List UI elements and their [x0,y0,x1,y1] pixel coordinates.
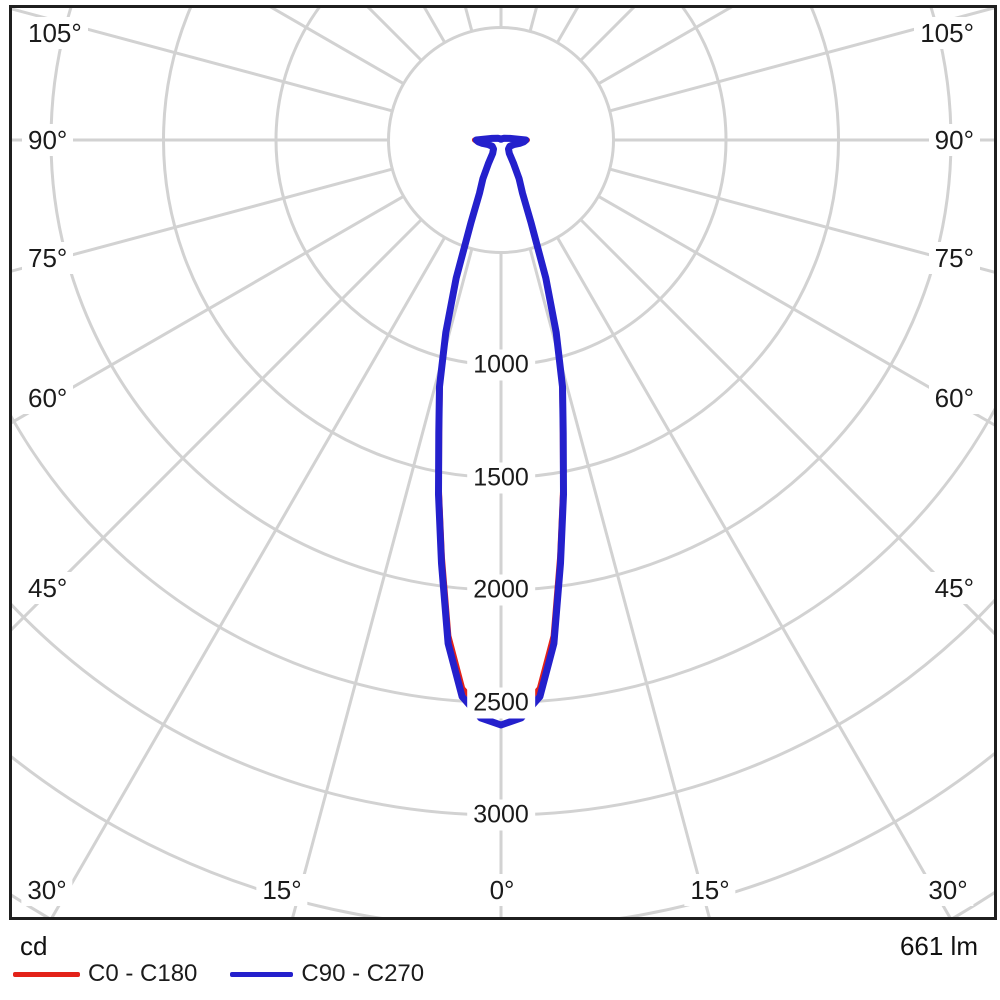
luminous-flux-label: 661 lm [899,931,978,961]
angle-label-right-105°: 105° [914,17,980,49]
grid-spoke-285deg [12,167,393,273]
angle-label-right-45°: 45° [928,572,980,604]
angle-label-bottom-1-15°: 15° [256,874,308,906]
legend-line-blue [230,971,294,977]
angle-label-bottom-2-0°: 0° [483,874,521,906]
angle-label-right-90°: 90° [928,124,980,156]
grid-spoke-105deg [609,8,994,113]
grid-spoke-75deg [609,167,994,274]
legend-item-c0-c180: C0 - C180 [13,962,197,986]
ring-label-2000: 2000 [467,574,535,606]
legend: C0 - C180 C90 - C270 [13,962,424,986]
ring-label-1000: 1000 [467,349,535,381]
legend-label-c90-c270: C90 - C270 [301,960,425,987]
curve-c90-c270 [435,134,567,729]
legend-item-c90-c270: C90 - C270 [230,962,424,986]
polar-grid-and-curves [12,8,994,917]
grid-spoke-30deg [556,236,952,917]
grid-spoke-315deg [12,218,423,632]
grid-spoke-60deg [597,195,994,427]
angle-label-left-75°: 75° [22,242,74,274]
angle-label-left-90°: 90° [22,124,74,156]
angle-label-right-75°: 75° [928,242,980,274]
grid-spoke-330deg [50,236,446,917]
angle-label-bottom-4-30°: 30° [922,874,974,906]
unit-label: cd [20,931,48,961]
angle-label-left-45°: 45° [22,572,74,604]
legend-line-red [13,971,80,977]
grid-spoke-345deg [291,248,474,917]
ring-label-3000: 3000 [467,799,535,831]
angle-label-left-105°: 105° [22,17,88,49]
ring-label-1500: 1500 [467,462,535,493]
grid-spoke-15deg [528,248,711,917]
grid-spoke-300deg [12,195,405,425]
polar-plot-area [9,5,997,920]
angle-label-right-60°: 60° [928,382,980,414]
grid-spoke-255deg [12,8,393,113]
angle-label-bottom-3-15°: 15° [684,874,736,906]
angle-label-bottom-0-30°: 30° [21,874,73,906]
grid-spoke-45deg [579,218,994,636]
legend-label-c0-c180: C0 - C180 [88,960,198,987]
ring-label-2500: 2500 [467,687,535,718]
angle-label-left-60°: 60° [22,382,74,414]
